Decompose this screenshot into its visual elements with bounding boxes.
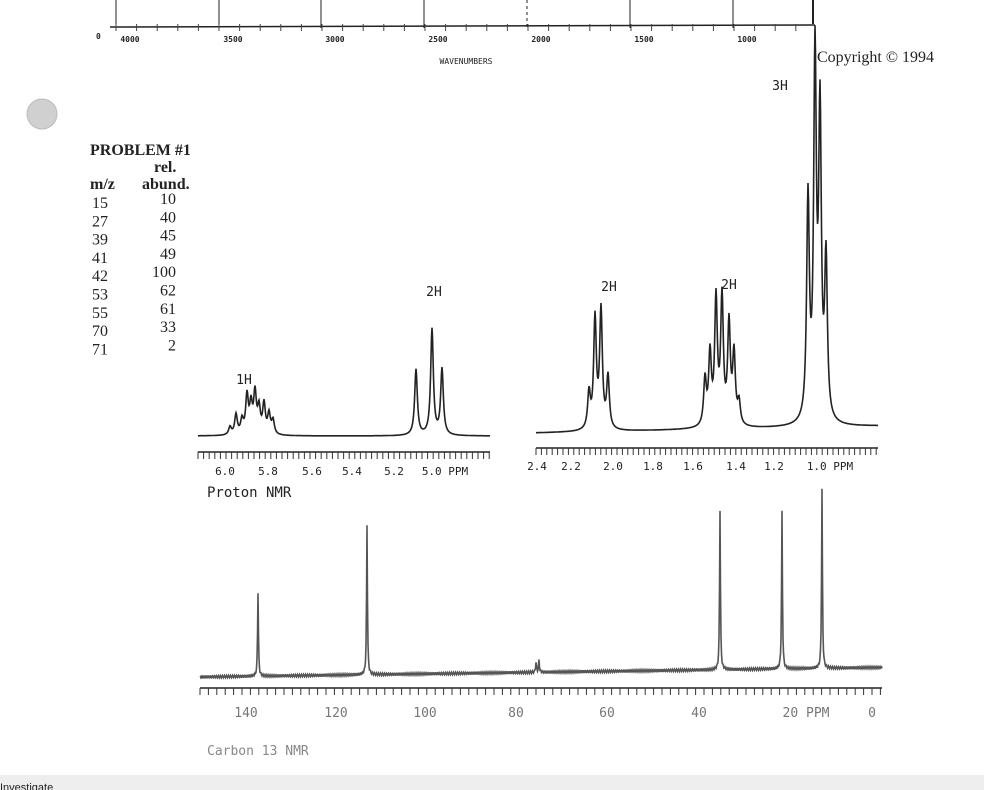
proton-tick-label: 2.2 bbox=[561, 460, 581, 473]
proton-tick-label: 2.0 bbox=[603, 460, 623, 473]
ir-axis bbox=[109, 24, 816, 28]
ir-tick-label: 3000 bbox=[325, 35, 344, 44]
integral-label: 2H bbox=[721, 278, 737, 293]
mz-cell: 39 bbox=[92, 232, 108, 249]
spectra bbox=[198, 25, 883, 680]
punch-hole bbox=[26, 98, 58, 130]
ir-axis-label: WAVENUMBERS bbox=[440, 57, 493, 66]
ir-axis-line bbox=[109, 24, 816, 28]
carbon-label: Carbon 13 NMR bbox=[207, 744, 309, 759]
mz-cell: 42 bbox=[92, 268, 108, 285]
problem-title: PROBLEM #1 bbox=[90, 142, 191, 159]
integral-label: 2H bbox=[601, 280, 617, 295]
carbon-tick-label: 140 bbox=[234, 706, 257, 721]
carbon-tick-label: 80 bbox=[508, 706, 524, 721]
proton-tick-label: 1.4 bbox=[726, 460, 746, 473]
ir-zero: 0 bbox=[96, 32, 101, 41]
ir-tick-label: 1500 bbox=[634, 35, 653, 44]
copyright: Copyright © 1994 bbox=[817, 49, 934, 66]
integral-label: 2H bbox=[426, 285, 442, 300]
proton-label: Proton NMR bbox=[207, 485, 292, 501]
ir-tick-label: 1000 bbox=[737, 35, 756, 44]
integral-label: 1H bbox=[236, 373, 252, 388]
carbon-tick-label: 60 bbox=[599, 706, 615, 721]
mz-cell: 41 bbox=[92, 250, 108, 267]
abund-cell: 100 bbox=[152, 264, 176, 281]
carbon-spectrum bbox=[199, 488, 883, 680]
proton-tick-label: 1.2 bbox=[764, 460, 784, 473]
mz-cell: 15 bbox=[92, 195, 108, 212]
ir-tick-label: 2500 bbox=[428, 35, 447, 44]
mz-cell: 27 bbox=[92, 213, 108, 230]
proton-tick-label: 2.4 bbox=[527, 460, 547, 473]
proton-tick-label: 5.2 bbox=[384, 465, 404, 478]
footer-text: Investigate bbox=[0, 782, 53, 790]
proton-tick-label: 1.6 bbox=[683, 460, 703, 473]
ir-tick-label: 3500 bbox=[223, 35, 242, 44]
proton-tick-label: 5.8 bbox=[258, 465, 278, 478]
ir-tick-label: 2000 bbox=[531, 35, 550, 44]
abund-header: abund. bbox=[142, 176, 190, 193]
abund-cell: 45 bbox=[160, 228, 176, 245]
proton-right-spectrum bbox=[536, 25, 878, 434]
abund-cell: 62 bbox=[160, 283, 176, 300]
carbon-tick-label: 100 bbox=[413, 706, 436, 721]
mz-cell: 71 bbox=[92, 341, 108, 358]
proton-tick-label: 5.0 PPM bbox=[422, 465, 469, 478]
proton-left-spectrum bbox=[198, 327, 490, 437]
mz-header: m/z bbox=[90, 176, 115, 193]
integral-label: 3H bbox=[772, 79, 788, 94]
mz-cell: 70 bbox=[92, 323, 108, 340]
proton-tick-label: 5.6 bbox=[302, 465, 322, 478]
abund-cell: 2 bbox=[168, 337, 176, 354]
proton-tick-label: 1.8 bbox=[643, 460, 663, 473]
proton-tick-label: 5.4 bbox=[342, 465, 362, 478]
proton-tick-label: 6.0 bbox=[215, 465, 235, 478]
abund-header: rel. bbox=[154, 159, 176, 176]
footer-bar bbox=[0, 775, 984, 790]
carbon-tick-label: 40 bbox=[691, 706, 707, 721]
abund-cell: 40 bbox=[160, 209, 176, 226]
proton-tick-label: 1.0 PPM bbox=[807, 460, 854, 473]
abund-cell: 61 bbox=[160, 301, 176, 318]
carbon-tick-label: 20 PPM bbox=[783, 706, 830, 721]
abund-cell: 33 bbox=[160, 319, 176, 336]
mz-cell: 55 bbox=[92, 305, 108, 322]
abund-cell: 10 bbox=[160, 191, 176, 208]
mz-cell: 53 bbox=[92, 287, 108, 304]
abund-cell: 49 bbox=[160, 246, 176, 263]
carbon-tick-label: 0 bbox=[868, 706, 876, 721]
carbon-tick-label: 120 bbox=[324, 706, 347, 721]
ir-tick-label: 4000 bbox=[120, 35, 139, 44]
